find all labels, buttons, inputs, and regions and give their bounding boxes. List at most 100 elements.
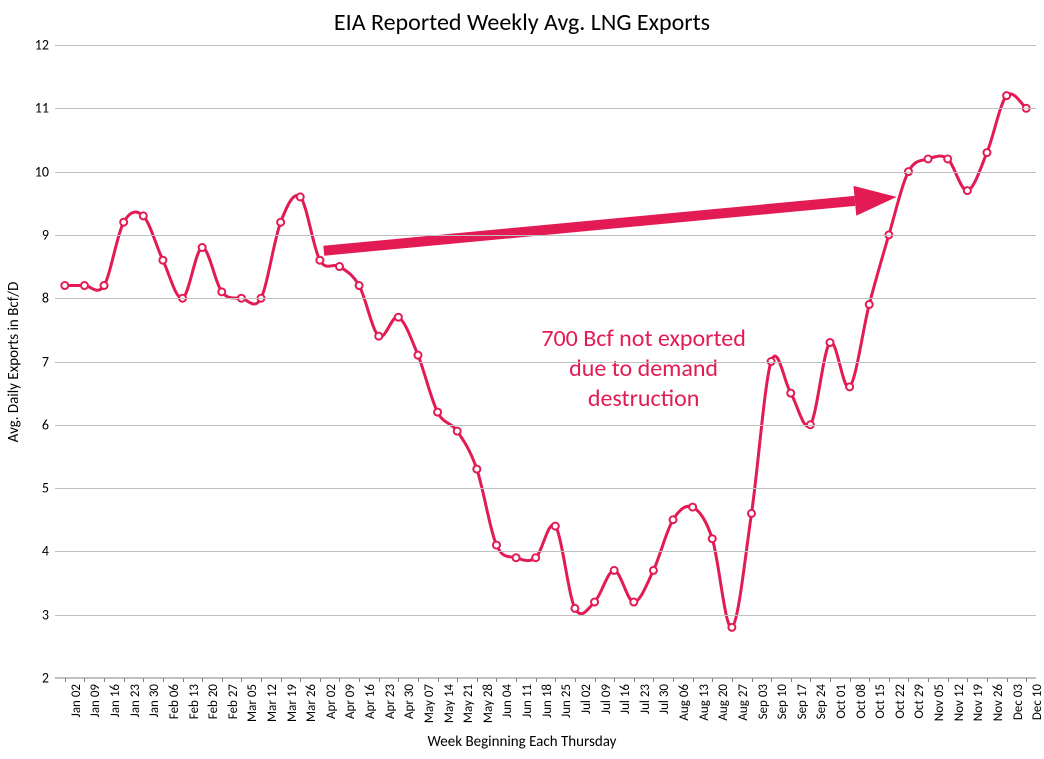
- series-marker: [375, 333, 382, 340]
- series-marker: [316, 257, 323, 264]
- x-tick: [595, 678, 596, 682]
- x-tick: [438, 678, 439, 682]
- x-tick: [830, 678, 831, 682]
- x-tick-label: Mar 05: [245, 684, 260, 722]
- x-tick-label: Jul 30: [657, 684, 672, 714]
- series-marker: [630, 599, 637, 606]
- x-tick: [65, 678, 66, 682]
- y-tick-label: 12: [35, 37, 49, 54]
- x-tick: [928, 678, 929, 682]
- series-marker: [297, 193, 304, 200]
- series-marker: [277, 219, 284, 226]
- y-tick-label: 7: [42, 353, 49, 370]
- x-tick-label: Nov 26: [991, 684, 1006, 721]
- series-marker: [689, 504, 696, 511]
- x-tick: [477, 678, 478, 682]
- series-marker: [473, 466, 480, 473]
- x-tick-label: Jul 02: [579, 684, 594, 714]
- x-tick-label: Sep 24: [814, 684, 829, 719]
- y-tick-label: 3: [42, 606, 49, 623]
- x-axis-label: Week Beginning Each Thursday: [0, 733, 1044, 751]
- x-tick-label: Oct 01: [834, 684, 849, 719]
- x-tick-label: Jan 02: [69, 684, 84, 717]
- series-marker: [356, 282, 363, 289]
- x-tick: [810, 678, 811, 682]
- series-marker: [159, 257, 166, 264]
- y-tick-label: 4: [42, 543, 49, 560]
- x-tick: [496, 678, 497, 682]
- x-tick: [752, 678, 753, 682]
- series-marker: [199, 244, 206, 251]
- x-tick-label: May 21: [461, 684, 476, 723]
- series-marker: [101, 282, 108, 289]
- x-tick: [967, 678, 968, 682]
- x-tick: [398, 678, 399, 682]
- x-tick: [379, 678, 380, 682]
- annotation-text: 700 Bcf not exporteddue to demanddestruc…: [494, 324, 794, 414]
- x-tick-label: Sep 17: [795, 684, 810, 719]
- series-marker: [218, 288, 225, 295]
- series-marker: [846, 383, 853, 390]
- x-tick-label: Aug 13: [697, 684, 712, 721]
- x-tick: [555, 678, 556, 682]
- series-marker: [81, 282, 88, 289]
- x-tick-label: Sep 10: [775, 684, 790, 719]
- x-tick-label: Apr 16: [363, 684, 378, 719]
- x-tick: [124, 678, 125, 682]
- y-gridline: [55, 615, 1036, 616]
- x-tick-label: Dec 10: [1030, 684, 1044, 720]
- x-tick: [693, 678, 694, 682]
- x-tick: [869, 678, 870, 682]
- x-tick: [261, 678, 262, 682]
- series-marker: [336, 263, 343, 270]
- series-marker: [414, 352, 421, 359]
- x-tick: [536, 678, 537, 682]
- x-tick: [634, 678, 635, 682]
- x-tick-label: Jun 18: [540, 684, 555, 718]
- series-marker: [925, 155, 932, 162]
- y-tick-label: 8: [42, 290, 49, 307]
- x-tick-label: Sep 03: [756, 684, 771, 719]
- series-marker: [709, 535, 716, 542]
- series-marker: [120, 219, 127, 226]
- y-gridline: [55, 235, 1036, 236]
- x-tick-label: Feb 27: [226, 684, 241, 719]
- x-tick-label: Aug 06: [677, 684, 692, 721]
- x-tick: [339, 678, 340, 682]
- x-tick-label: Aug 27: [736, 684, 751, 721]
- series-marker: [61, 282, 68, 289]
- y-gridline: [55, 488, 1036, 489]
- x-tick: [320, 678, 321, 682]
- x-tick: [359, 678, 360, 682]
- x-tick-label: Apr 30: [402, 684, 417, 719]
- x-tick: [418, 678, 419, 682]
- x-tick-label: Oct 08: [854, 684, 869, 719]
- x-tick: [653, 678, 654, 682]
- x-tick-label: Feb 20: [206, 684, 221, 719]
- x-tick: [1007, 678, 1008, 682]
- x-tick-label: Jan 30: [147, 684, 162, 717]
- x-tick: [281, 678, 282, 682]
- x-tick-label: Apr 23: [383, 684, 398, 719]
- y-tick-label: 9: [42, 226, 49, 243]
- y-tick-label: 5: [42, 480, 49, 497]
- series-marker: [591, 599, 598, 606]
- x-tick-label: Aug 20: [716, 684, 731, 721]
- series-marker: [826, 339, 833, 346]
- x-tick-label: May 14: [442, 684, 457, 723]
- x-tick: [202, 678, 203, 682]
- x-tick-label: Nov 19: [971, 684, 986, 721]
- series-marker: [983, 149, 990, 156]
- x-tick: [850, 678, 851, 682]
- y-gridline: [55, 425, 1036, 426]
- x-tick: [614, 678, 615, 682]
- series-marker: [728, 624, 735, 631]
- series-marker: [552, 523, 559, 530]
- series-marker: [1003, 92, 1010, 99]
- x-tick-label: Apr 09: [343, 684, 358, 719]
- y-gridline: [55, 172, 1036, 173]
- x-tick: [104, 678, 105, 682]
- x-tick-label: Mar 19: [285, 684, 300, 722]
- y-tick-label: 10: [35, 163, 49, 180]
- x-tick: [241, 678, 242, 682]
